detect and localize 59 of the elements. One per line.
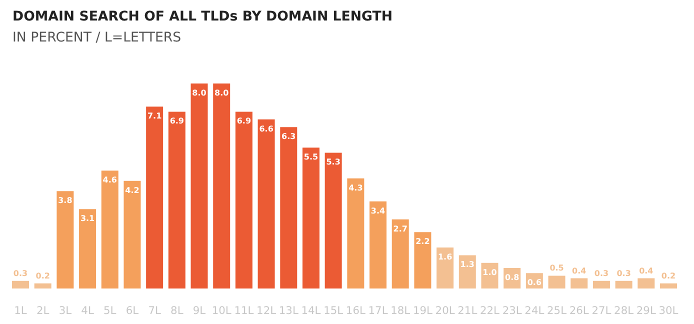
bar <box>347 178 364 288</box>
bar <box>101 170 118 288</box>
data-label: 8.0 <box>214 88 230 98</box>
bar <box>56 191 74 288</box>
bar <box>79 209 96 288</box>
data-label: 0.3 <box>594 268 609 278</box>
data-label: 4.3 <box>348 183 363 192</box>
data-label: 0.6 <box>527 278 542 288</box>
bar <box>392 219 409 288</box>
data-label: 2.2 <box>416 237 430 246</box>
data-label: 2.7 <box>393 224 408 234</box>
bar <box>615 280 632 288</box>
data-label: 8.0 <box>192 88 207 98</box>
data-label: 0.3 <box>13 268 28 278</box>
bar <box>258 119 275 288</box>
data-label: 3.8 <box>58 196 73 206</box>
bar <box>12 280 29 288</box>
data-label: 6.9 <box>236 116 252 126</box>
bar <box>370 201 387 288</box>
bar <box>660 283 677 288</box>
bar <box>324 152 342 288</box>
data-label: 5.3 <box>326 158 340 167</box>
bar <box>168 112 186 288</box>
chart-subtitle: IN PERCENT / L=LETTERS <box>12 30 182 46</box>
bar <box>592 280 610 288</box>
data-label: 0.4 <box>572 266 587 276</box>
data-label: 0.2 <box>661 271 676 280</box>
data-label: 5.5 <box>304 152 318 162</box>
data-label: 0.5 <box>550 264 564 273</box>
data-label: 4.6 <box>102 176 118 185</box>
data-label: 7.1 <box>147 112 162 121</box>
bar <box>414 232 432 288</box>
bar <box>146 106 164 288</box>
bar <box>235 112 252 288</box>
data-label: 0.4 <box>639 266 654 276</box>
data-label: 0.2 <box>36 271 50 280</box>
bar <box>548 276 566 288</box>
bar <box>570 278 588 288</box>
bar <box>638 278 655 288</box>
bar <box>436 248 454 288</box>
bar <box>302 148 320 288</box>
data-label: 4.2 <box>125 186 140 195</box>
data-label: 0.3 <box>616 268 631 278</box>
data-label: 6.9 <box>170 116 184 126</box>
bar <box>280 127 298 288</box>
bar <box>213 84 230 288</box>
data-label: 1.3 <box>460 260 474 270</box>
chart-title: DOMAIN SEARCH OF ALL TLDs BY DOMAIN LENGTH <box>12 10 392 24</box>
data-label: 3.4 <box>370 206 386 216</box>
data-label: 0.8 <box>505 273 520 282</box>
data-label: 1.0 <box>482 268 498 277</box>
bar <box>190 84 208 288</box>
bar <box>458 255 476 288</box>
data-label: 3.1 <box>80 214 96 224</box>
data-label: 6.6 <box>259 124 274 134</box>
bar <box>124 180 141 288</box>
bar <box>34 283 52 288</box>
data-label: 6.3 <box>282 132 296 142</box>
data-label: 1.6 <box>438 252 453 262</box>
